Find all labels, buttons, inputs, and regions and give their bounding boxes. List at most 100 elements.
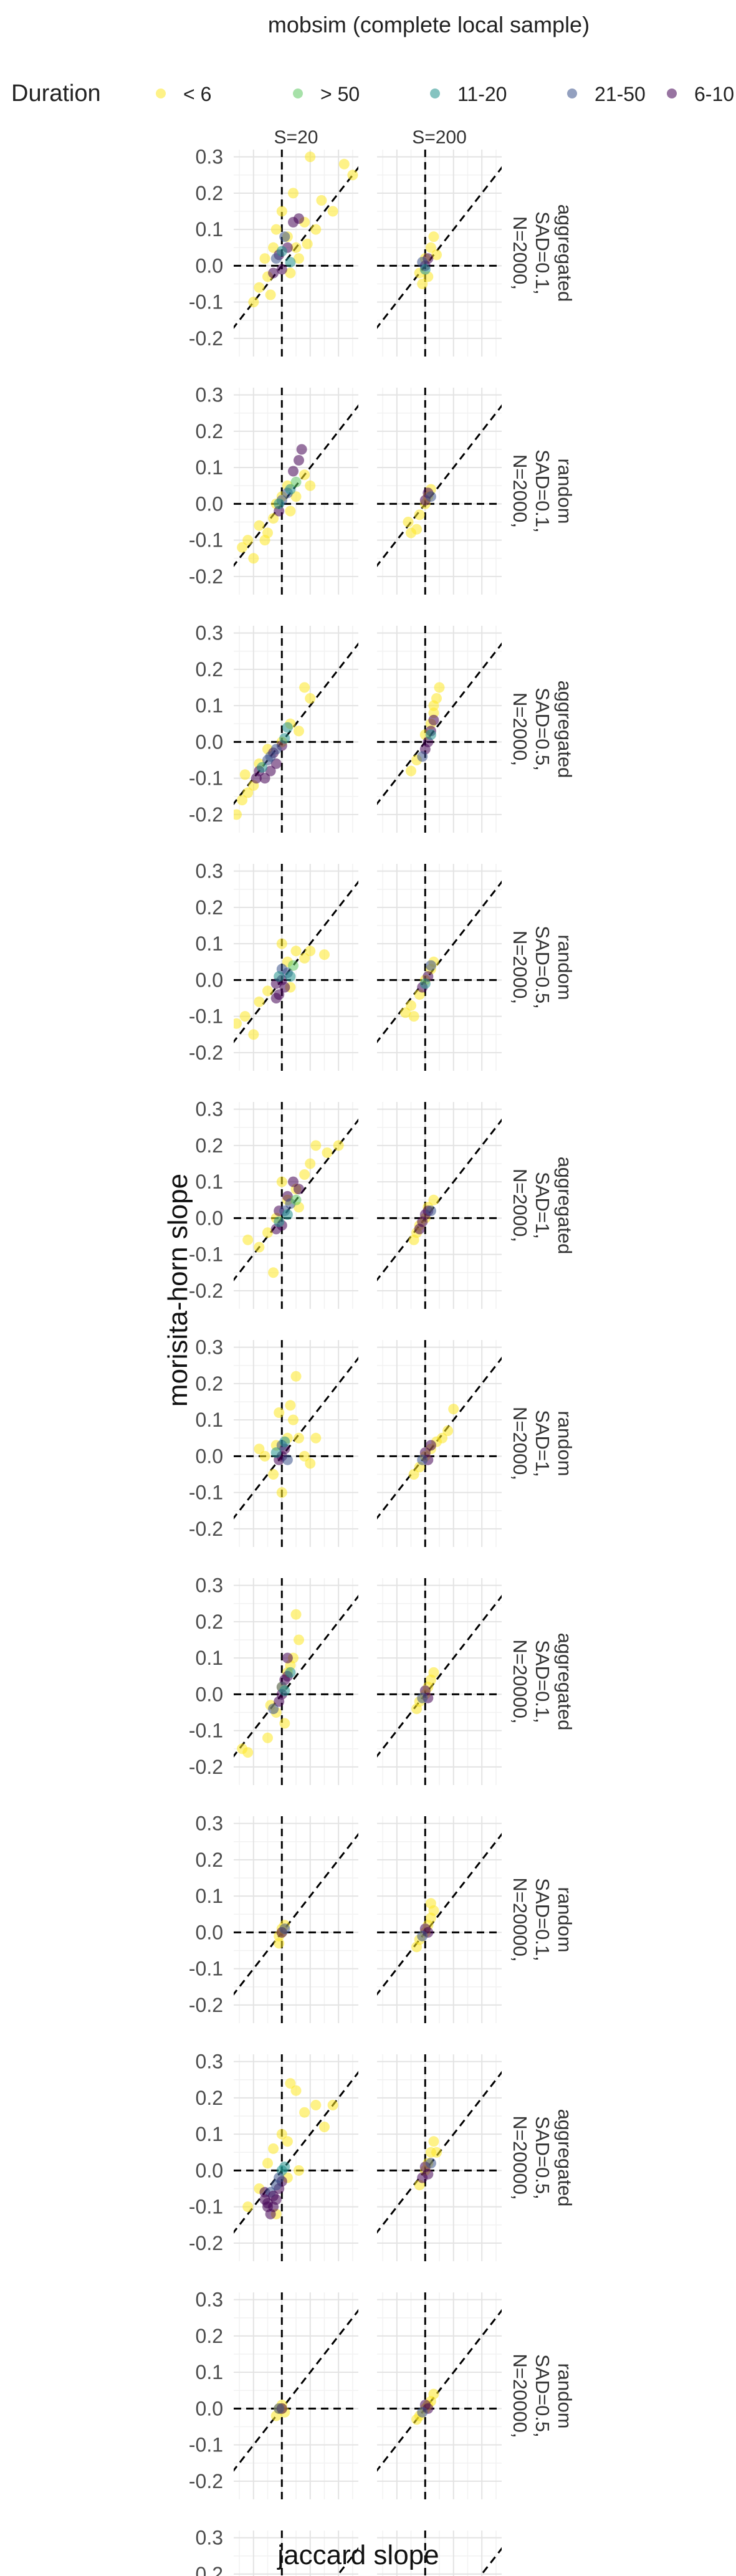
data-point [305,946,316,957]
data-points [237,1609,304,1758]
row-strip-label: SAD=0.5, [532,2116,553,2200]
data-point [408,1469,419,1480]
data-point [259,535,270,546]
data-point [239,1011,251,1022]
data-point [327,2100,338,2110]
data-point [425,960,436,971]
data-point [417,751,428,762]
legend-key-2 [293,89,303,98]
data-point [419,264,431,275]
data-points [414,231,442,289]
data-point [428,231,439,242]
data-points [406,682,445,777]
facet-panel [234,1340,358,1547]
data-point [338,158,350,170]
data-points [411,2388,439,2425]
legend-entry: 6-10 [667,83,734,105]
y-tick-label: -0.2 [189,327,223,350]
data-point [437,1432,447,1444]
data-point [428,2136,439,2147]
y-tick-label: 0.2 [196,2087,223,2109]
facet-panel [234,626,358,833]
data-point [254,1444,265,1455]
data-point [262,1227,273,1238]
y-tick-label: -0.2 [189,1756,223,1778]
y-tick-label: 0.2 [196,420,223,443]
y-tick-label: 0.3 [196,622,223,644]
y-tick-label: 0.1 [196,218,223,241]
y-tick-label: -0.1 [189,1005,223,1028]
data-point [248,553,259,564]
y-tick-label: -0.1 [189,291,223,314]
row-strip-label: SAD=0.5, [532,2354,553,2438]
data-point [262,985,273,997]
data-point [279,733,290,744]
data-point [290,1371,302,1382]
data-point [285,505,296,517]
data-point [270,224,282,235]
row-strip-label: SAD=0.5, [532,687,553,771]
data-point [268,267,279,279]
facet-row: -0.2 -0.1 0.0 0.1 0.2 0.3 N=20000, SAD=0.1, aggr… [189,1574,576,1785]
data-point [259,773,270,784]
data-point [270,253,282,264]
y-tick-label: -0.1 [189,767,223,790]
y-tick-label: -0.2 [189,1041,223,1064]
data-points [414,2136,442,2191]
data-point [428,2388,439,2400]
facet-row: -0.2 -0.1 0.0 0.1 0.2 0.3 N=2000, SAD=0.1, rando… [189,384,576,595]
data-point [305,1458,316,1469]
data-point [274,971,285,982]
data-point [431,2147,442,2158]
data-point [299,1169,310,1180]
facet-row: -0.2 -0.1 0.0 0.1 0.2 0.3 N=2000, SAD=1, random [189,1336,576,1547]
data-point [237,795,248,806]
facet-panel [234,150,358,357]
data-point [319,2122,330,2132]
data-point [270,744,282,755]
data-point [242,535,254,546]
data-point [257,762,267,773]
y-tick-label: 0.3 [196,146,223,168]
data-point [448,1404,459,1415]
data-point [282,1652,293,1664]
facet-panel [377,2292,502,2499]
chart-title: mobsim (complete local sample) [268,12,590,37]
data-point [234,1018,242,1029]
data-point [417,1930,428,1942]
column-strip-label: S=200 [412,127,467,148]
row-strip-label: aggregated [554,1633,576,1731]
row-strip-label: N=2000, [509,931,531,1004]
data-point [299,682,310,693]
legend-entry: > 50 [293,83,360,105]
data-point [279,982,290,993]
data-point [423,2168,434,2180]
y-tick-label: -0.1 [189,1482,223,1504]
data-point [285,971,296,982]
y-tick-label: 0.1 [196,1885,223,1907]
facet-panel [377,150,502,357]
data-point [274,498,285,509]
data-point [302,238,313,249]
y-tick-label: -0.2 [189,2470,223,2492]
data-point [288,188,299,199]
data-point [288,466,299,477]
y-tick-label: -0.1 [189,1720,223,1742]
data-point [299,1450,310,1462]
data-point [276,938,287,949]
data-point [299,469,310,481]
data-point [419,978,431,989]
data-point [282,1209,293,1220]
data-point [254,520,265,531]
data-point [254,1242,265,1253]
row-strip-label: N=20000, [509,1877,531,1961]
data-point [274,1407,285,1418]
data-point [265,751,276,762]
data-point [290,1609,302,1620]
y-tick-label: -0.1 [189,1958,223,1980]
data-point [425,1205,436,1217]
data-point [279,1436,290,1447]
data-point [305,693,316,704]
facet-row: -0.2-0.10.00.10.20.3N=20000,SAD=1,aggreg… [196,2527,502,2576]
